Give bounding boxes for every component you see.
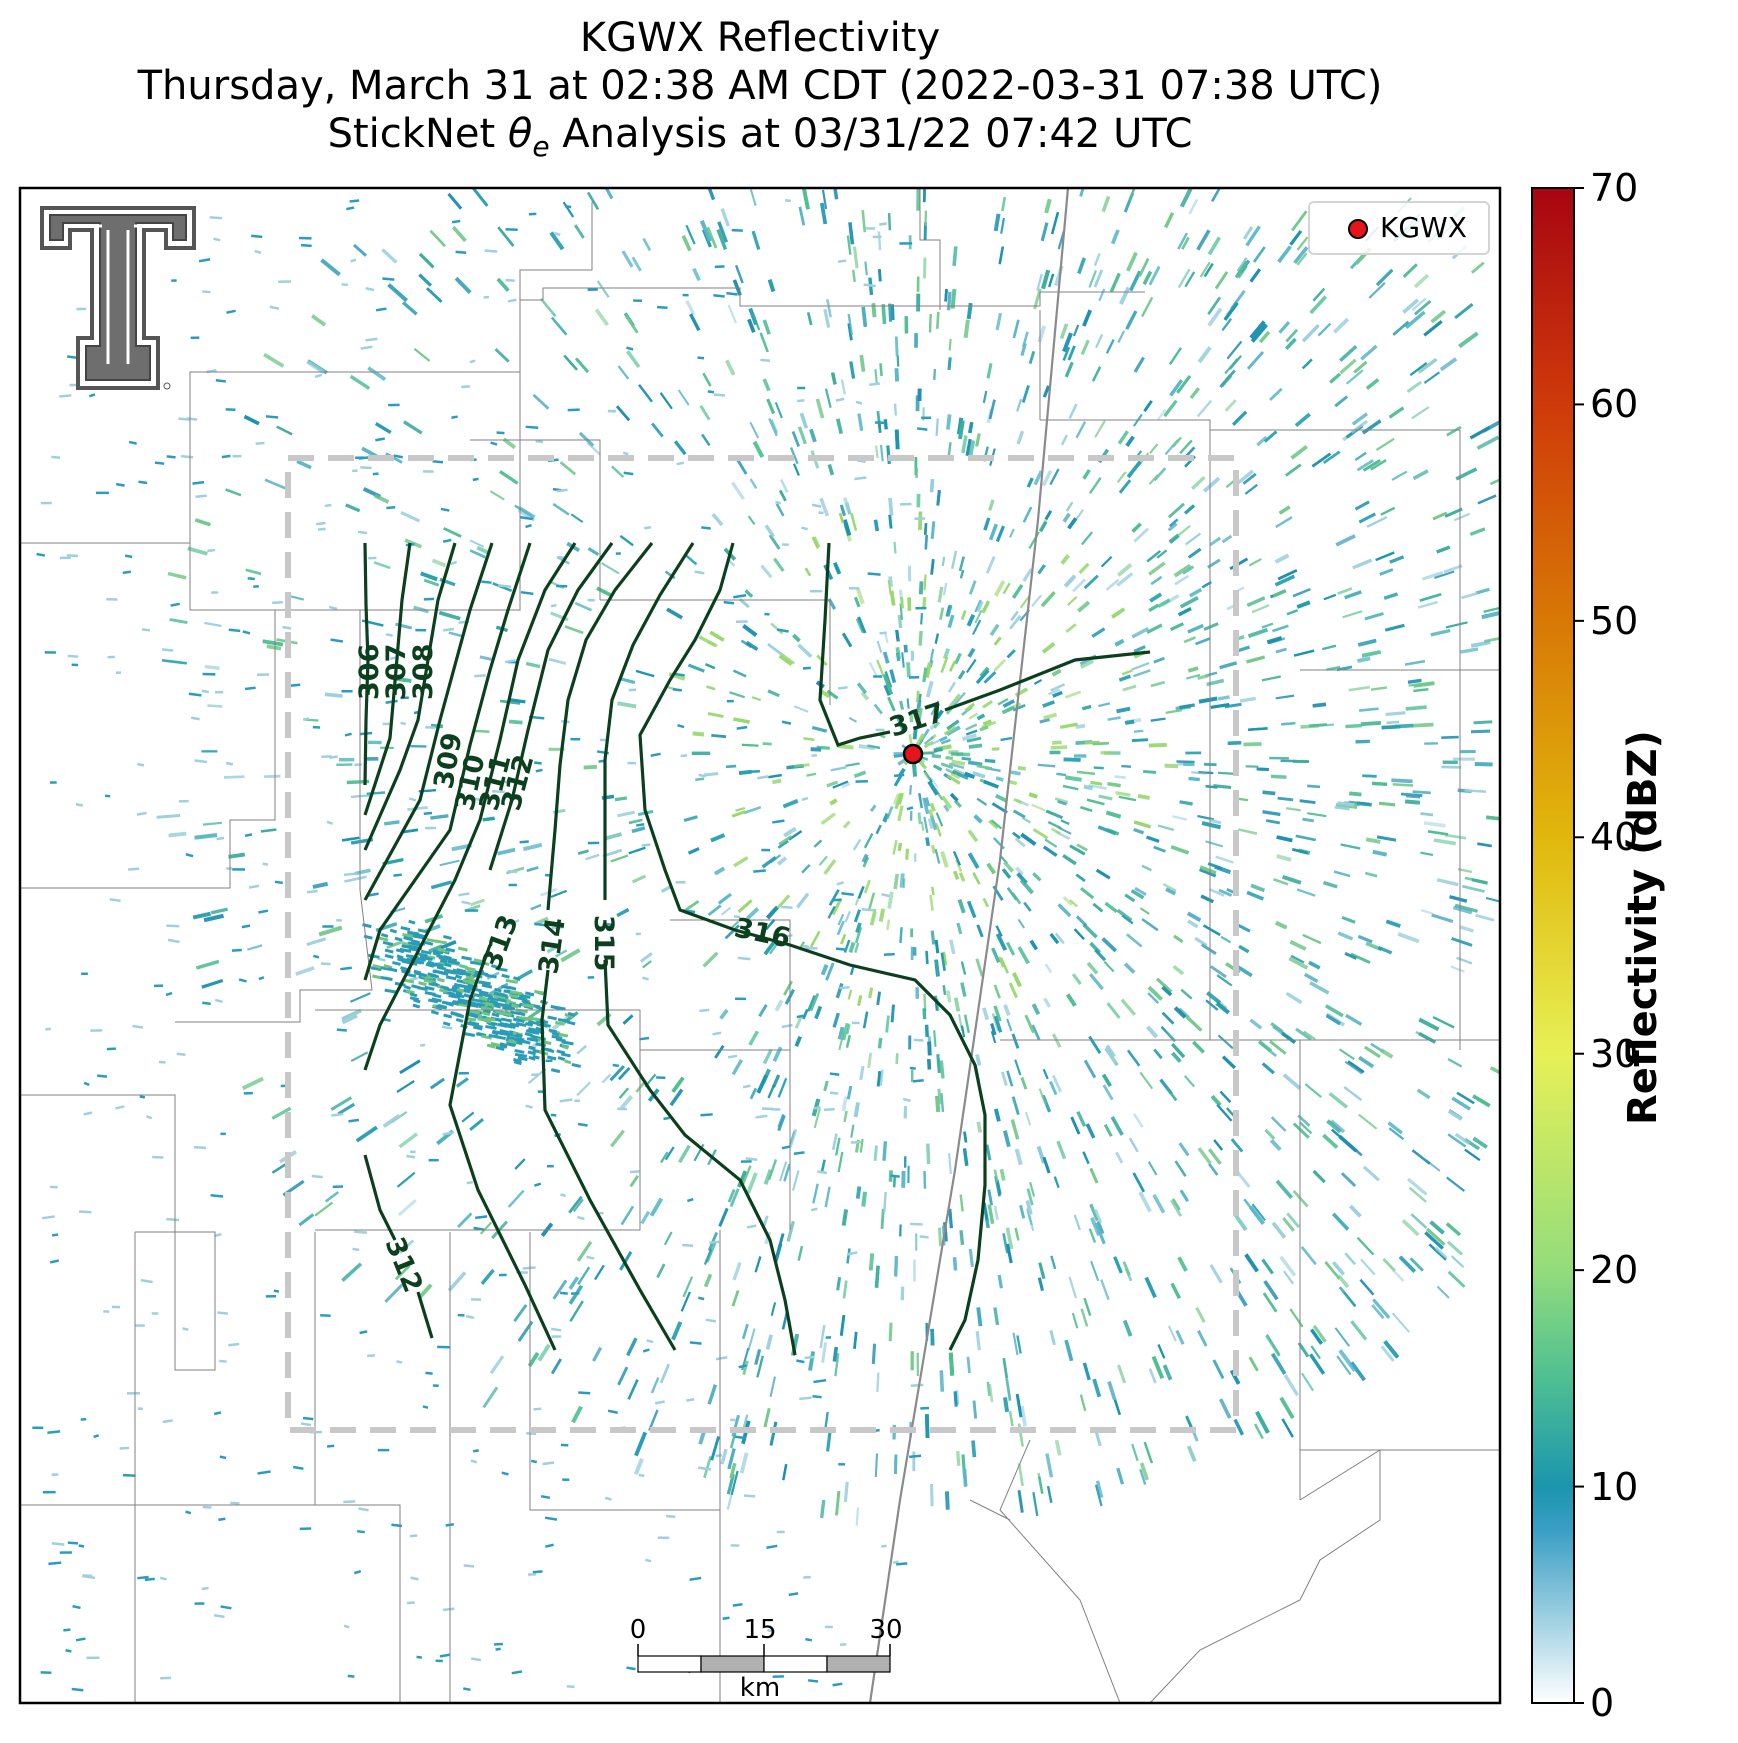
- colorbar-tick-label: 20: [1590, 1248, 1639, 1293]
- county-line: [999, 1439, 1121, 1703]
- colorbar-tick-label: 40: [1590, 815, 1639, 860]
- contour-label-308: 308: [408, 644, 439, 700]
- scale-segment: [763, 1655, 828, 1673]
- texas-tech-logo-icon: [40, 206, 196, 390]
- county-line: [919, 188, 941, 310]
- contour-316: [638, 542, 987, 1351]
- contour-312b: [363, 1154, 397, 1241]
- county-line: [470, 439, 601, 600]
- contour-307: [363, 542, 412, 816]
- scale-bar: [637, 1644, 891, 1673]
- map-background: [20, 188, 1500, 1703]
- title-line-1: KGWX Reflectivity: [579, 15, 941, 61]
- contour-311: [363, 542, 577, 1071]
- legend-marker: [1348, 219, 1368, 239]
- title-line-3-prefix: StickNet: [327, 111, 508, 157]
- contour-306: [363, 542, 370, 786]
- contour-315: [603, 959, 797, 1356]
- contour-317-lower: [818, 542, 891, 747]
- radar-site-marker[interactable]: [902, 743, 924, 765]
- colorbar-frame: [1531, 187, 1575, 1704]
- scale-unit: km: [740, 1673, 780, 1703]
- contour-308: [363, 542, 457, 851]
- contour-314a: [546, 542, 654, 911]
- county-line: [20, 1094, 216, 1371]
- county-line: [20, 610, 276, 889]
- scale-segment: [700, 1655, 765, 1673]
- county-boundaries: [20, 188, 1500, 1703]
- map-legend: KGWX: [1308, 201, 1490, 255]
- contour-314: [540, 969, 677, 1351]
- legend-label: KGWX: [1380, 211, 1467, 244]
- contour-315a: [603, 542, 695, 900]
- radar-echoes: [32, 188, 1500, 1692]
- title-line-2: Thursday, March 31 at 02:38 AM CDT (2022…: [137, 63, 1383, 109]
- scale-label-15: 15: [743, 1615, 776, 1645]
- county-line: [1149, 1449, 1381, 1703]
- contour-labels: 306 307 308 309 310 311 312 313 314 315 …: [354, 644, 949, 1297]
- county-line: [519, 202, 593, 372]
- colorbar-tick-label: 60: [1590, 382, 1639, 427]
- colorbar-ticks: [1574, 187, 1584, 1704]
- colorbar-gradient: [1532, 188, 1574, 1703]
- title-line-3-suffix: Analysis at 03/31/22 07:42 UTC: [549, 111, 1193, 157]
- colorbar-tick-label: 0: [1590, 1681, 1615, 1725]
- contour-317-upper: [944, 650, 1151, 712]
- scale-segment: [637, 1655, 702, 1673]
- county-line: [600, 599, 831, 705]
- scale-bar-labels: 0 15 30 km: [630, 1615, 903, 1703]
- map-frame: [18, 186, 1502, 1705]
- theta-subscript: e: [532, 130, 550, 163]
- state-boundary: [868, 188, 1070, 1703]
- colorbar: [1531, 187, 1584, 1704]
- contour-310: [363, 542, 532, 981]
- map-panel: 306 307 308 309 310 311 312 313 314 315 …: [20, 188, 1500, 1703]
- county-line: [969, 1499, 1011, 1521]
- contour-label-306: 306: [354, 644, 385, 700]
- county-line: [189, 372, 521, 611]
- plot-title: KGWX Reflectivity Thursday, March 31 at …: [0, 14, 1520, 171]
- colorbar-tick-label: 10: [1590, 1464, 1639, 1509]
- scale-segment: [826, 1655, 891, 1673]
- theta-e-contours: [363, 542, 1151, 1356]
- contour-313: [448, 944, 557, 1351]
- colorbar-tick-label: 30: [1590, 1031, 1639, 1076]
- colorbar-tick-label: 70: [1590, 166, 1639, 210]
- title-line-3: StickNet θe Analysis at 03/31/22 07:42 U…: [0, 110, 1520, 171]
- scale-label-0: 0: [630, 1615, 647, 1645]
- county-line: [175, 610, 373, 1023]
- contour-312b-lower: [416, 1291, 434, 1339]
- scale-label-30: 30: [869, 1615, 902, 1645]
- county-line: [20, 1504, 401, 1703]
- contour-label-315: 315: [588, 915, 619, 971]
- county-line: [315, 1009, 641, 1231]
- colorbar-tick-label: 50: [1590, 598, 1639, 643]
- contour-label-307: 307: [381, 644, 412, 700]
- county-line: [529, 1230, 721, 1511]
- contour-309: [363, 542, 494, 901]
- theta-symbol: θ: [507, 111, 533, 157]
- contour-312: [488, 542, 614, 871]
